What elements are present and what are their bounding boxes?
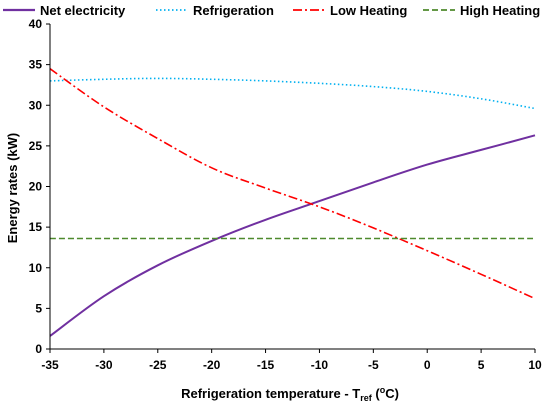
legend-label: Net electricity (40, 3, 126, 18)
x-tick-label: -20 (203, 358, 221, 372)
y-tick-label: 10 (29, 261, 43, 275)
x-tick-label: 0 (424, 358, 431, 372)
y-tick-label: 15 (29, 220, 43, 234)
x-tick-label: 5 (478, 358, 485, 372)
x-tick-label: 10 (528, 358, 542, 372)
series-line (49, 77, 536, 110)
series-line (49, 134, 536, 337)
series-layer (49, 68, 536, 337)
y-tick-label: 20 (29, 180, 43, 194)
legend-label: Refrigeration (193, 3, 274, 18)
series-line (49, 68, 536, 300)
y-tick-label: 30 (29, 98, 43, 112)
y-tick-label: 40 (29, 17, 43, 31)
x-tick-label: -35 (41, 358, 59, 372)
legend-label: High Heating (460, 3, 540, 18)
legend: Net electricity Refrigeration Low Heating H… (3, 3, 540, 18)
y-axis-title: Energy rates (kW) (5, 133, 20, 244)
y-tick-label: 35 (29, 58, 43, 72)
x-tick-label: -5 (368, 358, 379, 372)
legend-label: Low Heating (330, 3, 407, 18)
y-tick-label: 5 (35, 301, 42, 315)
axes: 0 5 10 15 20 25 30 35 40 -35 -30 -25 -20 -15 -10 -5 0 5 10 (29, 17, 542, 372)
x-tick-label: -30 (95, 358, 113, 372)
x-tick-label: -25 (149, 358, 167, 372)
x-axis-title: Refrigeration temperature - Tref (oC) (181, 385, 399, 403)
y-tick-label: 0 (35, 342, 42, 356)
y-tick-label: 25 (29, 139, 43, 153)
x-tick-label: -10 (311, 358, 329, 372)
x-tick-label: -15 (257, 358, 275, 372)
